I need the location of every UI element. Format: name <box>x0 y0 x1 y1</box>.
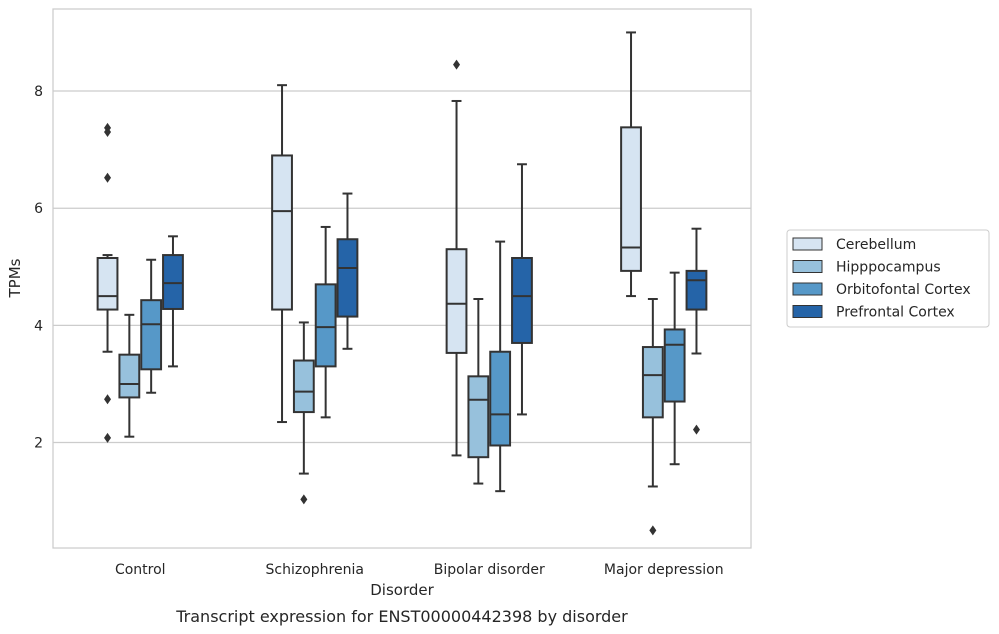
outlier-point <box>104 394 112 405</box>
y-tick-label: 8 <box>34 84 43 100</box>
legend-item-label: Prefrontal Cortex <box>836 305 955 321</box>
box-3-1 <box>641 298 664 536</box>
legend-item-label: Hipppocampus <box>836 260 941 276</box>
plot-area-frame <box>52 8 752 549</box>
x-axis-label: Disorder <box>370 581 434 599</box>
gridlines <box>53 90 751 444</box>
legend-swatch <box>792 282 823 296</box>
box-iqr <box>467 375 490 459</box>
outlier-point <box>104 172 112 183</box>
box-1-3 <box>336 192 359 350</box>
box-iqr <box>140 299 163 371</box>
box-iqr <box>118 353 141 399</box>
box-iqr <box>641 346 664 419</box>
box-0-1 <box>118 313 141 438</box>
x-tick-label: Major depression <box>604 562 724 578</box>
legend-item-label: Cerebellum <box>836 237 916 253</box>
outlier-point <box>300 494 308 505</box>
box-iqr <box>445 248 468 354</box>
x-tick-label: Schizophrenia <box>266 562 364 578</box>
legend-frame <box>786 229 990 328</box>
y-axis-ticks: 2 4 6 8 <box>34 84 43 452</box>
box-iqr <box>336 238 359 318</box>
legend-swatch <box>792 260 823 273</box>
box-iqr <box>162 254 184 310</box>
box-iqr <box>620 126 642 272</box>
y-tick-label: 2 <box>34 436 43 452</box>
legend-swatch <box>792 237 823 251</box>
box-1-0 <box>271 84 293 424</box>
box-0-0 <box>96 122 119 443</box>
box-2-2 <box>489 240 512 493</box>
box-iqr <box>663 328 686 403</box>
outlier-point <box>692 424 700 435</box>
box-1-1 <box>292 321 315 505</box>
box-iqr <box>685 269 708 311</box>
box-iqr <box>96 256 119 311</box>
chart-caption: Transcript expression for ENST0000044239… <box>175 607 628 626</box>
box-3-3 <box>685 227 708 435</box>
legend-swatch <box>792 305 823 318</box>
box-groups <box>96 31 708 536</box>
x-tick-label: Bipolar disorder <box>434 562 545 578</box>
box-2-3 <box>511 163 533 416</box>
box-3-0 <box>620 31 642 298</box>
box-iqr <box>292 359 315 414</box>
outlier-point <box>649 525 657 536</box>
y-tick-label: 6 <box>34 201 43 217</box>
outlier-point <box>453 59 461 70</box>
y-tick-label: 4 <box>34 318 43 334</box>
legend: Cerebellum Hipppocampus Orbitofontal Corte… <box>786 229 990 328</box>
x-axis-ticks: Control Schizophrenia Bipolar disorder Majo… <box>115 562 724 578</box>
box-iqr <box>489 350 512 447</box>
box-iqr <box>314 283 337 368</box>
box-2-0 <box>445 59 468 457</box>
box-1-2 <box>314 225 337 419</box>
box-0-3 <box>162 235 184 368</box>
box-iqr <box>511 256 533 344</box>
box-3-2 <box>663 271 686 466</box>
outlier-point <box>104 127 112 138</box>
box-2-1 <box>467 298 490 485</box>
legend-item-label: Orbitofontal Cortex <box>836 282 971 298</box>
outlier-point <box>104 432 112 443</box>
y-axis-label: TPMs <box>6 258 24 298</box>
box-iqr <box>271 154 293 311</box>
x-tick-label: Control <box>115 562 166 578</box>
box-0-2 <box>140 258 163 394</box>
